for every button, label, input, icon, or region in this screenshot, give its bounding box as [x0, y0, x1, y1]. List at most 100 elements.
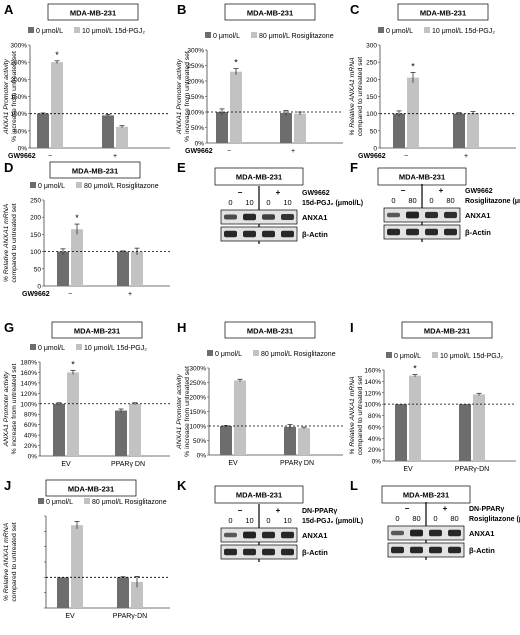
y-tick-label: 180% [20, 360, 37, 367]
treatment-label: DN-PPARγ [302, 508, 337, 515]
y-tick-label: 0% [195, 141, 205, 148]
panel-K: K MDA-MB-231 − + DN-PPARγ 0 10 0 10 15d-PGJ₂ (μmo… [177, 478, 363, 562]
protein-band [387, 228, 400, 236]
y-tick-label: 250 [30, 198, 41, 205]
panel-A: A MDA-MB-231 0 μmol/L 10 μmol/L 15d-PGJ₂ 0% 5… [3, 2, 170, 160]
x-category-label: − [404, 153, 408, 160]
dose-value: 0 [228, 516, 232, 525]
dose-value: 0 [429, 196, 433, 205]
dose-value: 80 [450, 514, 458, 523]
y-tick-label: 200% [10, 77, 27, 84]
y-tick-label: 40% [368, 436, 381, 443]
bar-treated [51, 62, 63, 148]
protein-band [444, 211, 457, 219]
legend-swatch-1 [84, 498, 90, 504]
panel-E: E MDA-MB-231 − + GW9662 0 10 0 10 15d-PGJ₂ (μmol/… [177, 160, 363, 244]
x-category-label: + [113, 153, 117, 160]
y-axis-label-line2: % increase from untreated set [11, 51, 18, 142]
blot-row-label: ANXA1 [465, 211, 490, 220]
bar-control [220, 426, 232, 455]
y-tick-label: 50% [14, 128, 27, 135]
dose-value: 10 [245, 516, 253, 525]
title-box [401, 321, 493, 339]
y-tick-label: 300 [366, 43, 377, 50]
protein-band [243, 213, 256, 221]
treatment-sign: − [401, 186, 406, 195]
panel-letter: H [177, 320, 186, 335]
y-axis-label-line2: % increase from untreated set [184, 366, 191, 457]
blot-title: MDA-MB-231 [399, 173, 445, 182]
x-category-label: + [128, 291, 132, 298]
y-axis-label-line2: compared to untreated set [11, 203, 18, 282]
protein-band [406, 228, 419, 236]
legend-swatch-1 [253, 350, 259, 356]
y-axis-label-line1: ANXA1 Promoter activity [3, 59, 10, 135]
legend-swatch-1 [251, 32, 257, 38]
bar-treated [234, 380, 246, 455]
y-tick-label: 250% [10, 60, 27, 67]
y-tick-label: 0 [373, 146, 377, 153]
bar-control [57, 577, 69, 608]
bar-control [459, 404, 471, 461]
chart-title: MDA-MB-231 [247, 9, 293, 18]
y-tick-label: 0% [28, 454, 38, 461]
treatment-sign: + [276, 506, 281, 515]
x-category-label: PPARγ-DN [455, 466, 489, 473]
significance-star: * [71, 359, 75, 369]
blot-strip [383, 224, 461, 240]
treatment-label: GW9662 [302, 190, 330, 197]
dose-value: 80 [412, 514, 420, 523]
panel-J: J MDA-MB-231 0 μmol/L 80 μmol/L Rosiglitazo… [3, 478, 170, 620]
y-axis-label-line2: compared to untreated set [11, 522, 18, 601]
protein-band [425, 211, 438, 219]
protein-band [262, 214, 275, 220]
bar-treated [131, 251, 143, 286]
x-category-label: PPARγ-DN [113, 613, 147, 620]
title-box [397, 3, 489, 21]
blot-row-label: ANXA1 [302, 213, 327, 222]
y-tick-label: 100 [30, 249, 41, 256]
protein-band [224, 230, 237, 238]
y-tick-label: 200% [187, 79, 204, 86]
panel-letter: G [4, 320, 14, 335]
panel-letter: L [350, 478, 358, 493]
bar-treated [116, 126, 128, 148]
y-tick-label: 100 [366, 111, 377, 118]
protein-band [262, 531, 275, 539]
x-category-label: − [48, 153, 52, 160]
legend-label-1: 10 μmol/L 15d-PGJ₂ [84, 345, 147, 352]
protein-band [429, 546, 442, 554]
protein-band [243, 531, 256, 539]
chart-title: MDA-MB-231 [70, 9, 116, 18]
y-tick-label: 60% [24, 422, 37, 429]
legend-label-0: 0 μmol/L [46, 499, 73, 506]
blot-strip [220, 209, 298, 225]
treatment-sign: − [405, 504, 410, 513]
dose-label: Rosiglitazone (μmol/L) [465, 198, 520, 205]
y-axis-label-line2: % increase from untreated set [11, 364, 18, 455]
legend-swatch-0 [38, 498, 44, 504]
y-tick-label: 250 [366, 60, 377, 67]
panel-letter: F [350, 160, 358, 175]
protein-band [391, 530, 404, 536]
protein-band [410, 529, 423, 537]
y-tick-label: 300% [189, 366, 206, 373]
dose-value: 0 [266, 198, 270, 207]
y-tick-label: 200 [366, 77, 377, 84]
panel-letter: J [4, 478, 11, 493]
bar-treated [230, 71, 242, 143]
y-tick-label: 160% [20, 370, 37, 377]
blot-title: MDA-MB-231 [236, 491, 282, 500]
bar-treated [71, 525, 83, 608]
bar-control [393, 113, 405, 148]
legend-label-0: 0 μmol/L [394, 353, 421, 360]
significance-star: * [75, 213, 79, 223]
treatment-sign: + [443, 504, 448, 513]
legend-label-0: 0 μmol/L [38, 345, 65, 352]
blot-row-label: ANXA1 [302, 531, 327, 540]
legend-swatch-1 [74, 27, 80, 33]
blot-strip [220, 544, 298, 560]
x-category-label: − [68, 291, 72, 298]
protein-band [425, 228, 438, 236]
y-tick-label: 100% [20, 401, 37, 408]
